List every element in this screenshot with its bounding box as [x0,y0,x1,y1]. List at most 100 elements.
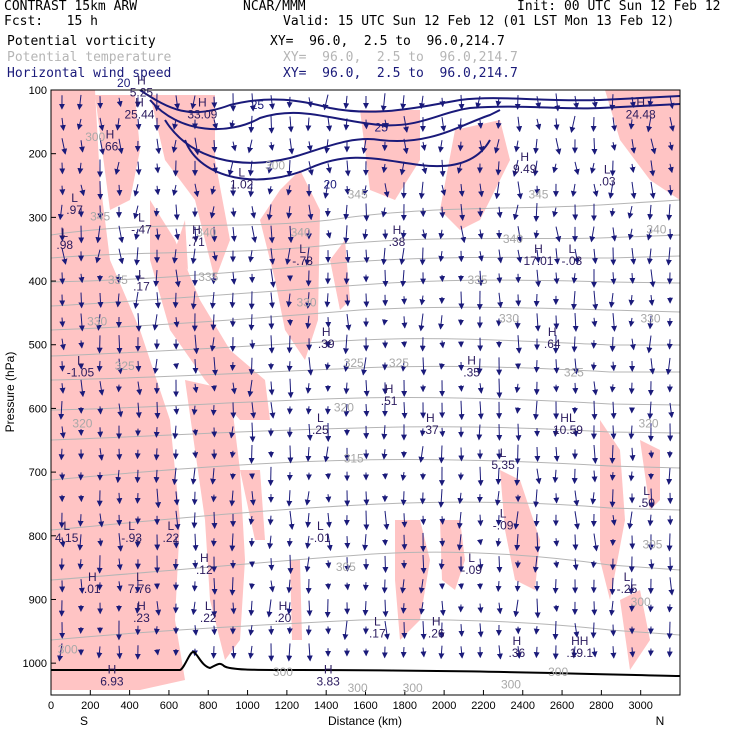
wind-arrow [627,511,634,530]
extremum-value: 24.48 [626,108,656,122]
wind-arrow [667,141,674,151]
theta-label: 345 [348,187,368,201]
theta-label: 320 [334,401,354,415]
wind-arrow [174,228,180,241]
wind-arrow [57,204,64,221]
extremum-value: .36 [509,646,526,660]
extremum-value: -.25 [617,582,638,596]
x-tick-label: 1000 [235,700,259,712]
extremum-kind: L [168,519,175,533]
x-tick-label: 3000 [628,700,652,712]
wind-arrow [306,643,313,662]
wind-arrow [477,514,484,527]
extremum-value: .71 [188,235,205,249]
wind-arrow [553,118,560,131]
wind-arrow [173,317,180,328]
end-label-south: S [80,714,88,728]
y-axis-label: Pressure (hPa) [3,352,17,433]
wind-arrow [304,491,311,506]
wind-arrow [211,96,218,109]
wind-arrow [286,160,293,177]
extremum-kind: H [520,150,529,164]
wind-arrow [648,488,655,509]
wind-arrow [325,494,332,503]
wind-arrow [573,511,580,530]
wind-arrow [570,183,577,198]
theta-label: 300 [265,159,285,173]
wind-arrow [496,645,503,660]
y-tick-label: 300 [29,212,47,224]
wind-arrow [249,93,256,112]
wind-arrow [571,646,578,659]
wind-arrow [553,359,560,374]
wind-arrow [305,447,312,462]
wind-arrow [497,249,504,264]
wind-arrow [192,533,199,552]
theta-label: 300 [548,665,568,679]
extremum-value: 7.76 [128,582,152,596]
wind-arrow [495,97,502,108]
wind-arrow [192,428,199,437]
wind-arrow [403,116,409,133]
theta-label: 300 [58,643,78,657]
theta-label: 305 [642,538,662,552]
wind-arrow [650,138,657,155]
wind-arrow [212,119,219,130]
wind-arrow [380,93,387,112]
wind-arrow [611,313,618,332]
wind-arrow [496,378,503,399]
wind-arrow [133,205,139,220]
extremum-kind: H [426,411,435,425]
wind-arrow [154,163,161,174]
wind-arrow [59,426,66,439]
wind-arrow [343,225,350,244]
wind-arrow [419,428,426,437]
wind-arrow [251,225,258,243]
wind-arrow [647,514,654,527]
wind-arrow [418,602,425,615]
wind-arrow [458,400,465,421]
wind-arrow [343,403,350,417]
wind-arrow [306,600,313,617]
model-title: CONTRAST 15km ARW [4,0,138,14]
wind-arrow [418,446,425,463]
theta-label: 340 [291,225,311,239]
wind-arrow [420,647,427,658]
wind-arrow [647,604,654,613]
wind-arrow [420,357,427,376]
wind-arrow [211,226,218,243]
y-tick-label: 200 [29,149,47,161]
wind-arrow [552,207,558,218]
theta-label: 335 [468,273,488,287]
wind-arrow [305,315,312,330]
wind-arrow [268,115,275,134]
wind-arrow [268,381,275,396]
valid-time: Valid: 15 UTC Sun 12 Feb 12 (01 LST Mon … [283,14,675,29]
wind-arrow [230,207,237,218]
wind-arrow [248,115,255,134]
wind-arrow [665,357,672,376]
wind-arrow [193,334,200,355]
wind-arrow [96,360,103,373]
extremum-value: .17 [133,280,150,294]
wind-contour-label: 25 [375,120,389,134]
theta-label: 330 [499,311,519,325]
extremum-kind: L [71,191,78,205]
wind-arrow [401,402,408,419]
wind-arrow [649,358,656,375]
wind-arrow [401,316,408,329]
wind-arrow [400,491,407,506]
wind-arrow [79,379,86,398]
forecast-hour: Fcst: 15 h [4,14,98,29]
extremum-kind: L [63,519,70,533]
wind-arrow [476,358,483,375]
wind-arrow [344,536,351,549]
wind-contour-label: 20 [117,76,131,90]
wind-arrow [248,515,255,525]
wind-arrow [230,402,237,419]
wind-arrow [534,313,541,332]
wind-arrow [592,381,599,396]
wind-arrow [477,383,484,394]
wind-arrow [438,489,445,508]
extremum-value: .03 [599,175,616,189]
